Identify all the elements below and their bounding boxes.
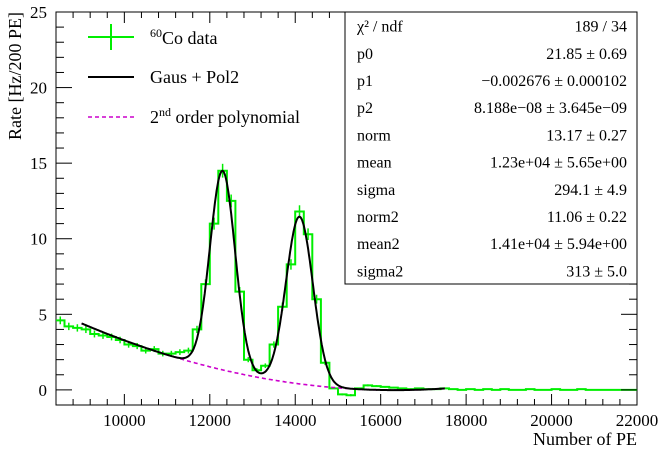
stats-value: 21.85 ± 0.69 bbox=[546, 46, 627, 63]
y-tick-label: 25 bbox=[30, 3, 47, 22]
x-tick-label: 12000 bbox=[189, 411, 232, 430]
stats-label: p2 bbox=[357, 100, 373, 117]
stats-label: norm bbox=[357, 127, 391, 144]
stats-label: sigma2 bbox=[357, 263, 403, 280]
curve-layer bbox=[56, 163, 637, 397]
y-tick-label: 0 bbox=[39, 381, 48, 400]
y-tick-label: 5 bbox=[39, 305, 48, 324]
stats-label: p0 bbox=[357, 46, 373, 63]
stats-value: −0.002676 ± 0.000102 bbox=[481, 73, 627, 90]
stats-label: mean2 bbox=[357, 236, 400, 253]
y-tick-label: 15 bbox=[30, 154, 47, 173]
x-tick-label: 16000 bbox=[359, 411, 402, 430]
stats-value: 189 / 34 bbox=[575, 19, 627, 36]
stats-label: χ² / ndf bbox=[356, 19, 403, 36]
stats-label: p1 bbox=[357, 73, 373, 90]
stats-value: 294.1 ± 4.9 bbox=[554, 182, 627, 199]
x-tick-label: 22000 bbox=[616, 411, 659, 430]
axis-layer: 10000 12000 14000 16000 18000 20000 22000 0 5 10 1… bbox=[5, 3, 658, 449]
fit-curve bbox=[81, 169, 445, 392]
stats-value: 1.41e+04 ± 5.94e+00 bbox=[490, 236, 627, 253]
legend-label-poly: 2nd order polynomial bbox=[150, 105, 300, 127]
stats-box-frame bbox=[344, 11, 638, 285]
stats-label: mean bbox=[357, 155, 392, 172]
stats-value: 11.06 ± 0.22 bbox=[547, 209, 627, 226]
stats-label: norm2 bbox=[357, 209, 399, 226]
stats-value: 313 ± 5.0 bbox=[566, 263, 627, 280]
legend-label-data: 60Co data bbox=[150, 26, 218, 48]
y-tick-label: 10 bbox=[30, 230, 47, 249]
legend-label-fit: Gaus + Pol2 bbox=[150, 67, 239, 87]
x-tick-label: 10000 bbox=[103, 411, 146, 430]
x-axis-title: Number of PE bbox=[533, 429, 637, 449]
x-tick-label: 14000 bbox=[274, 411, 317, 430]
y-axis-title: Rate [Hz/200 PE] bbox=[5, 12, 25, 140]
stats-label: sigma bbox=[357, 182, 395, 199]
stats-value: 1.23e+04 ± 5.65e+00 bbox=[490, 155, 627, 172]
y-tick-label: 20 bbox=[30, 79, 47, 98]
x-tick-label: 20000 bbox=[530, 411, 573, 430]
stats-value: 8.188e−08 ± 3.645e−09 bbox=[474, 100, 627, 117]
legend: 60Co data Gaus + Pol2 2nd order polynomial bbox=[88, 24, 300, 127]
x-tick-label: 18000 bbox=[445, 411, 488, 430]
stats-value: 13.17 ± 0.27 bbox=[546, 127, 627, 144]
stats-box: χ² / ndf 189 / 34 p0 21.85 ± 0.69 p1 −0.00267… bbox=[344, 11, 638, 285]
polynomial-curve bbox=[81, 322, 445, 391]
